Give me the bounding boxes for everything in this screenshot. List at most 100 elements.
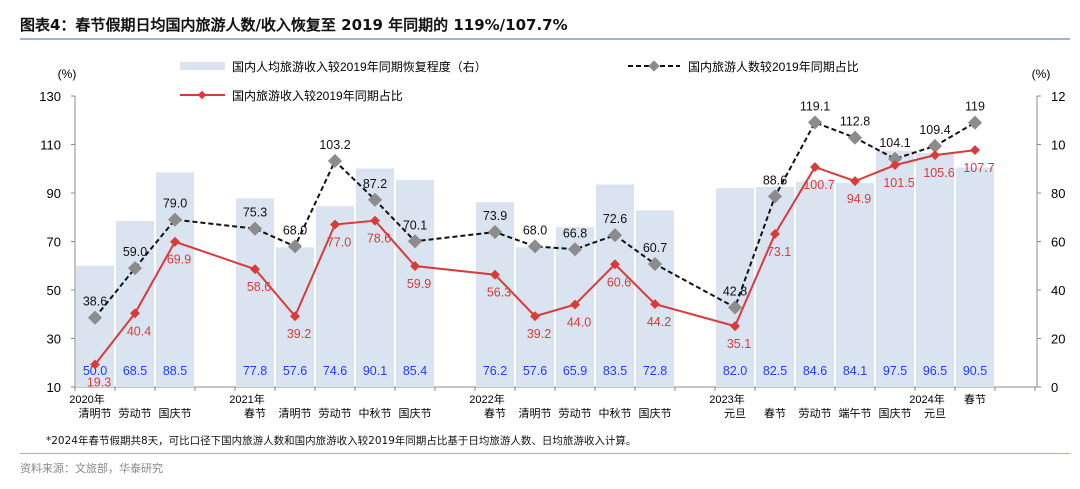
bar-data-label: 57.6	[283, 364, 307, 378]
tourism-revenue-marker	[170, 236, 180, 247]
right-tick-label: 0	[1051, 380, 1058, 395]
x-category-label: 劳动节	[119, 407, 152, 420]
tourist-count-marker	[607, 228, 623, 243]
x-year-label: 2024年	[909, 392, 944, 406]
chart: (%) (%) 130 110 90 70 50 30 10 12 10 80 60 40 20 0 2020年…	[39, 59, 1065, 420]
source: 资料来源：文旅部，华泰研究	[20, 462, 163, 475]
bar-data-label: 50.0	[83, 364, 107, 378]
x-category-label: 清明节	[519, 407, 552, 420]
tourist-count-marker	[847, 130, 863, 145]
title-divider	[20, 38, 1070, 40]
bar-data-label: 90.5	[963, 364, 987, 378]
x-year-label: 2022年	[469, 392, 504, 406]
tourism-revenue-marker	[810, 162, 820, 173]
tourist-count-marker	[367, 192, 383, 207]
tourist-count-data-label: 119.1	[800, 99, 830, 113]
bar-data-label: 84.6	[803, 364, 827, 378]
bar-data-label: 74.6	[323, 364, 347, 378]
x-category-label: 清明节	[79, 407, 112, 420]
left-unit: (%)	[58, 67, 77, 81]
tourist-count-data-label: 38.6	[83, 295, 107, 309]
tourism-revenue-marker	[930, 150, 940, 161]
x-year-label: 2023年	[709, 392, 744, 406]
tourism-revenue-marker	[530, 311, 540, 322]
x-category-label: 春节	[484, 407, 506, 420]
bar	[116, 220, 154, 387]
bar	[916, 152, 954, 387]
footnote: *2024年春节假期共8天，可比口径下国内旅游人数和国内旅游收入较2019年同期…	[46, 435, 637, 447]
figure-title: 图表4：春节假期日均国内旅游人数/收入恢复至 2019 年同期的 119%/10…	[20, 16, 568, 34]
x-category-label: 元旦	[924, 408, 946, 420]
source-divider	[20, 453, 1070, 454]
tourist-count-marker	[887, 151, 903, 166]
legend-red-marker	[197, 90, 207, 100]
left-tick-label: 110	[40, 138, 61, 153]
bar-data-label: 88.5	[163, 364, 187, 378]
tourism-revenue-marker	[730, 321, 740, 332]
bar	[316, 206, 354, 387]
bar	[796, 181, 834, 387]
tourist-count-data-label: 70.1	[403, 218, 427, 232]
x-category-label: 国庆节	[639, 406, 672, 420]
tourist-count-marker	[247, 221, 263, 236]
x-category-label: 劳动节	[319, 407, 352, 420]
bar	[636, 210, 674, 387]
right-tick-label: 20	[1051, 332, 1065, 347]
tourist-count-marker	[767, 189, 783, 204]
bar-data-label: 76.2	[483, 364, 507, 378]
tourism-revenue-data-label: 58.6	[247, 280, 271, 294]
tourism-revenue-marker	[850, 176, 860, 187]
tourist-count-marker	[327, 153, 343, 169]
bar-data-label: 82.5	[763, 364, 787, 378]
tourism-revenue-data-label: 100.7	[803, 178, 834, 192]
left-tick-label: 70	[47, 235, 61, 250]
bar	[716, 188, 754, 387]
tourism-revenue-data-label: 39.2	[287, 327, 311, 341]
bar-data-label: 65.9	[563, 364, 587, 378]
x-category-label: 中秋节	[599, 406, 632, 420]
tourism-revenue-data-label: 107.7	[963, 161, 994, 175]
legend-black-marker	[648, 60, 660, 72]
left-tick-label: 50	[47, 283, 61, 298]
tourist-count-marker	[727, 300, 743, 315]
tourism-revenue-data-label: 69.9	[167, 253, 191, 267]
tourism-revenue-marker	[330, 219, 340, 230]
tourist-count-marker	[87, 310, 103, 325]
left-tick-label: 10	[47, 380, 61, 395]
tourist-count-data-label: 68.0	[283, 223, 307, 237]
x-category-label: 清明节	[279, 407, 312, 420]
bar-data-label: 84.1	[843, 364, 867, 378]
tourism-revenue-data-label: 40.4	[127, 324, 151, 338]
bar-data-label: 97.5	[883, 364, 907, 378]
tourist-count-data-label: 73.9	[483, 209, 507, 223]
x-category-label: 国庆节	[879, 406, 912, 420]
tourist-count-data-label: 87.2	[363, 177, 387, 191]
legend-bar-label: 国内人均旅游收入较2019年同期恢复程度（右）	[232, 59, 487, 74]
tourism-revenue-marker	[970, 145, 980, 156]
bar-data-label: 85.4	[403, 364, 427, 378]
tourist-count-data-label: 75.3	[243, 206, 267, 220]
tourism-revenue-line	[94, 149, 976, 366]
tourist-count-marker	[967, 115, 983, 130]
tourist-count-marker	[287, 239, 303, 254]
tourism-revenue-data-label: 60.6	[607, 275, 631, 289]
tourist-count-data-label: 60.7	[643, 241, 667, 255]
bar-data-label: 83.5	[603, 364, 627, 378]
tourism-revenue-data-label: 56.3	[487, 286, 511, 300]
left-tick-label: 130	[39, 89, 61, 104]
tourism-revenue-marker	[250, 264, 260, 275]
tourism-revenue-data-label: 78.6	[367, 232, 391, 246]
x-category-label: 国庆节	[399, 406, 432, 420]
right-tick-label: 10	[1051, 138, 1065, 153]
tourist-count-marker	[127, 261, 143, 276]
bar-data-label: 72.8	[643, 364, 667, 378]
bar-data-label: 82.0	[723, 364, 747, 378]
bar-data-label: 90.1	[363, 364, 387, 378]
left-tick-label: 30	[47, 332, 61, 347]
right-tick-label: 12	[1051, 89, 1065, 104]
tourist-count-data-label: 59.0	[123, 245, 147, 259]
tourism-revenue-data-label: 101.5	[883, 176, 914, 190]
tourist-count-data-label: 104.1	[879, 136, 910, 150]
tourist-count-data-label: 88.6	[763, 173, 787, 187]
tourism-revenue-data-label: 39.2	[527, 327, 551, 341]
